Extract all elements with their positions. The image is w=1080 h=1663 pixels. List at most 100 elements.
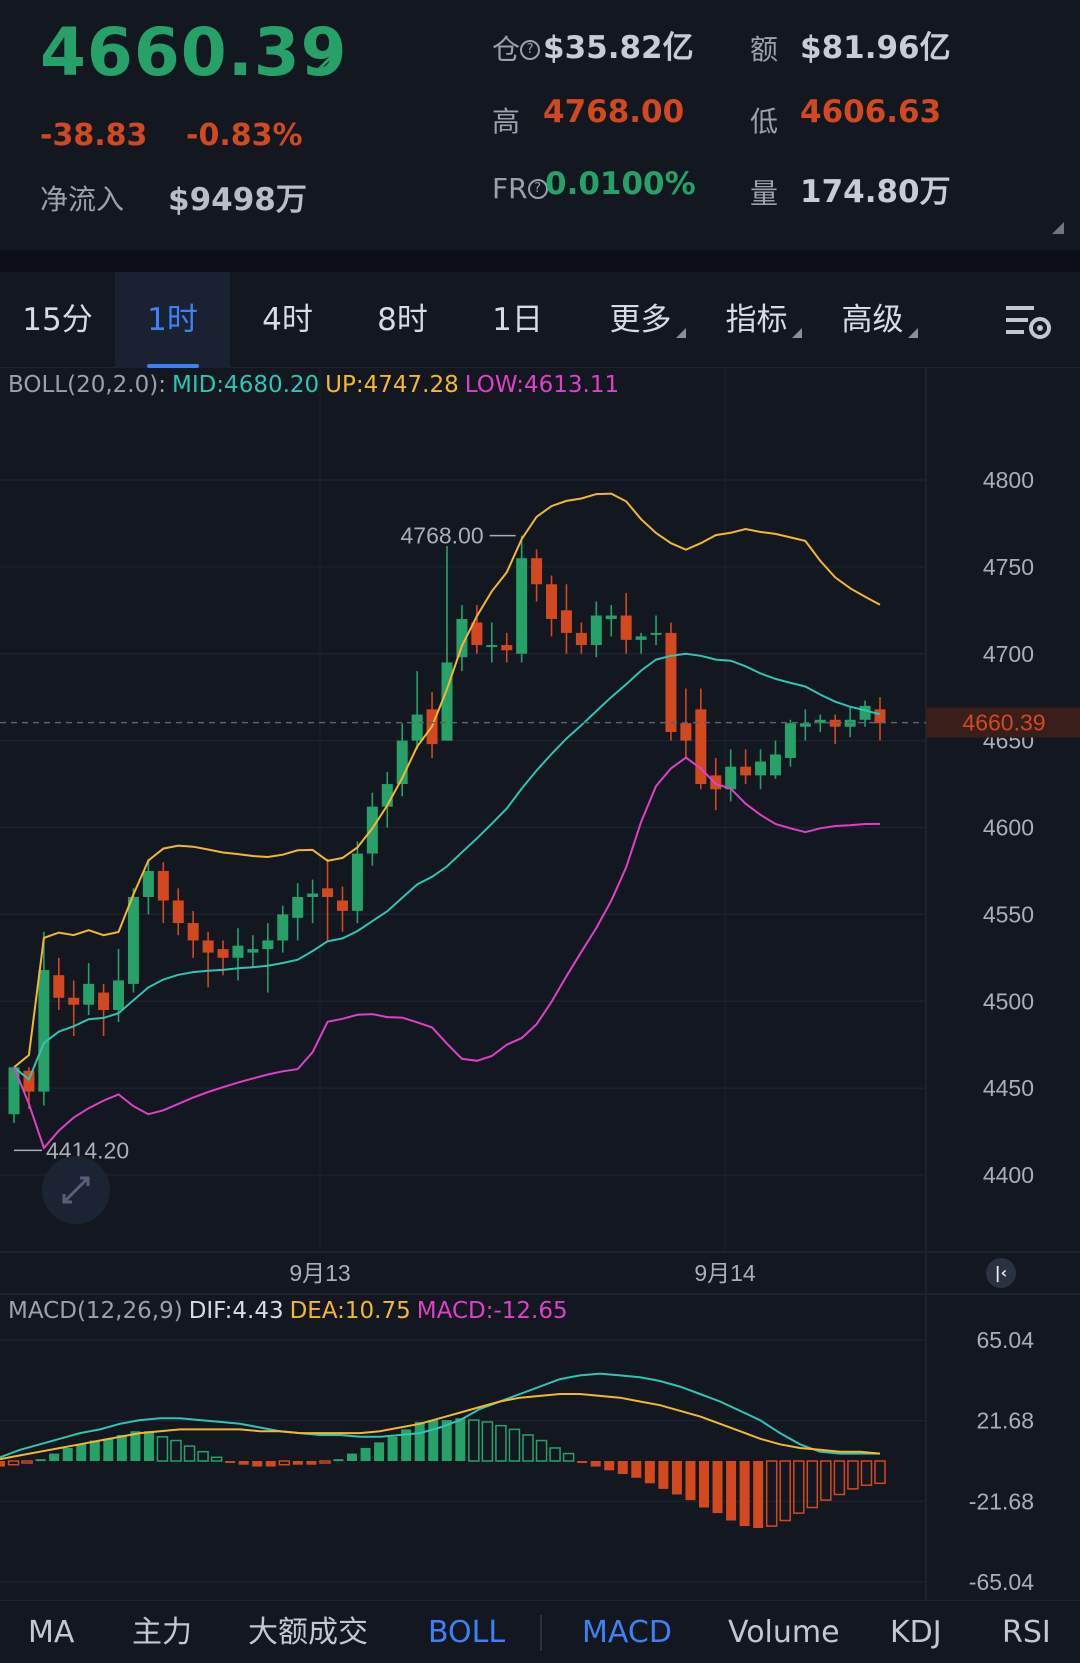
- macd-histogram-bar: [441, 1420, 452, 1461]
- macd-histogram-bar: [685, 1461, 696, 1501]
- current-price-tag: [926, 707, 1080, 738]
- y-tick-label: 4550: [983, 901, 1034, 927]
- macd-histogram-bar: [562, 1452, 575, 1462]
- candle: [23, 1070, 35, 1092]
- macd-dif-line: [0, 1372, 880, 1459]
- indicator-macd[interactable]: MACD: [582, 1615, 672, 1650]
- macd-histogram-bar: [522, 1434, 534, 1462]
- help-icon[interactable]: ?: [527, 179, 548, 199]
- y-tick-label: 4400: [983, 1162, 1034, 1188]
- indicator-main-force[interactable]: 主力: [132, 1615, 192, 1650]
- candle: [769, 754, 781, 776]
- candle: [322, 888, 334, 897]
- macd-histogram-bar: [753, 1461, 764, 1528]
- candle: [366, 806, 378, 854]
- y-tick-label: 4600: [983, 815, 1034, 841]
- macd-histogram-bar: [604, 1461, 615, 1471]
- boll-label: BOLL(20,2.0):: [8, 372, 166, 398]
- candle: [277, 914, 289, 941]
- divider: [0, 250, 1080, 272]
- macd-histogram-bar: [631, 1461, 642, 1478]
- candle: [381, 784, 393, 807]
- candle: [68, 997, 80, 1005]
- chart-settings-icon[interactable]: [1004, 300, 1054, 344]
- macd-dea-line: [0, 1393, 881, 1461]
- macd-histogram-bar: [793, 1460, 805, 1514]
- macd-histogram-bar: [590, 1461, 601, 1467]
- indicator-boll[interactable]: BOLL: [428, 1615, 506, 1650]
- candle: [113, 980, 125, 1010]
- last-price: 4660.39: [40, 14, 348, 91]
- macd-legend: MACD(12,26,9) DIF:4.43 DEA:10.75 MACD:-12.6…: [8, 1298, 574, 1324]
- expand-corner-icon[interactable]: [1052, 222, 1064, 234]
- candle: [187, 923, 199, 941]
- macd-histogram-bar: [278, 1460, 291, 1466]
- y-tick-label: 4500: [983, 988, 1034, 1014]
- tab-1h[interactable]: 1时: [115, 272, 230, 368]
- dropdown-icon: [907, 328, 918, 338]
- macd-histogram-bar: [156, 1436, 169, 1462]
- indicator-large-trades[interactable]: 大额成交: [248, 1615, 368, 1650]
- volume-value: 174.80万: [800, 174, 951, 210]
- candle: [814, 719, 826, 724]
- macd-histogram-bar: [197, 1450, 209, 1462]
- candle: [336, 900, 348, 911]
- tab-indicators[interactable]: 指标: [706, 272, 821, 368]
- candle: [740, 766, 752, 776]
- macd-histogram-bar: [49, 1453, 60, 1461]
- price-chart[interactable]: 4800475047004650460045504500445044009月13…: [0, 368, 1080, 1600]
- zoom-button[interactable]: [42, 1156, 110, 1224]
- macd-histogram-bar: [130, 1431, 141, 1461]
- indicator-volume[interactable]: Volume: [728, 1615, 840, 1650]
- tab-1d[interactable]: 1日: [492, 302, 543, 338]
- macd-histogram-bar: [481, 1421, 494, 1462]
- scroll-to-latest-button[interactable]: |‹: [986, 1258, 1016, 1288]
- candle: [8, 1067, 20, 1115]
- macd-histogram-bar: [62, 1447, 73, 1461]
- macd-histogram-bar: [183, 1445, 196, 1462]
- macd-histogram-bar: [374, 1442, 385, 1461]
- macd-histogram-bar: [765, 1460, 778, 1527]
- help-icon[interactable]: ?: [520, 40, 541, 60]
- y-tick-label: 4800: [983, 467, 1034, 493]
- high-label: 高: [492, 105, 521, 138]
- indicator-bar: MA 主力 大额成交 BOLL MACD Volume KDJ RSI: [0, 1600, 1080, 1663]
- candle: [695, 709, 707, 785]
- candle: [725, 766, 737, 790]
- macd-histogram-bar: [292, 1461, 303, 1465]
- macd-histogram-bar: [833, 1460, 846, 1496]
- tab-advanced[interactable]: 高级: [822, 272, 937, 368]
- macd-histogram-bar: [428, 1420, 439, 1461]
- macd-histogram-bar: [549, 1447, 561, 1462]
- y-tick-label: 4450: [983, 1075, 1034, 1101]
- candle: [307, 893, 319, 897]
- candle: [127, 897, 139, 984]
- candle: [202, 940, 214, 953]
- x-tick-label: 9月14: [694, 1260, 756, 1286]
- candle: [755, 761, 767, 776]
- y-tick-label: 4750: [983, 554, 1034, 580]
- low-label: 低: [750, 105, 779, 138]
- candle: [456, 619, 468, 658]
- indicator-rsi[interactable]: RSI: [1002, 1615, 1051, 1650]
- tab-15m[interactable]: 15分: [22, 302, 93, 338]
- macd-histogram-bar: [860, 1460, 873, 1486]
- candle: [411, 714, 423, 741]
- tab-4h[interactable]: 4时: [262, 302, 313, 338]
- indicator-kdj[interactable]: KDJ: [890, 1615, 942, 1650]
- macd-histogram-bar: [21, 1460, 33, 1464]
- candle: [486, 645, 498, 648]
- indicator-ma[interactable]: MA: [28, 1615, 75, 1650]
- macd-histogram-bar: [468, 1419, 480, 1462]
- macd-dif: DIF:4.43: [188, 1298, 284, 1324]
- tab-more[interactable]: 更多: [590, 272, 705, 368]
- candle: [262, 940, 274, 950]
- candle: [710, 775, 722, 790]
- boll-upper-line: [13, 492, 881, 1069]
- candle: [531, 558, 543, 585]
- macd-histogram-bar: [874, 1460, 886, 1485]
- boll-low: LOW:4613.11: [464, 372, 620, 398]
- macd-histogram-bar: [76, 1444, 87, 1461]
- candle: [635, 636, 647, 640]
- tab-8h[interactable]: 8时: [377, 302, 428, 338]
